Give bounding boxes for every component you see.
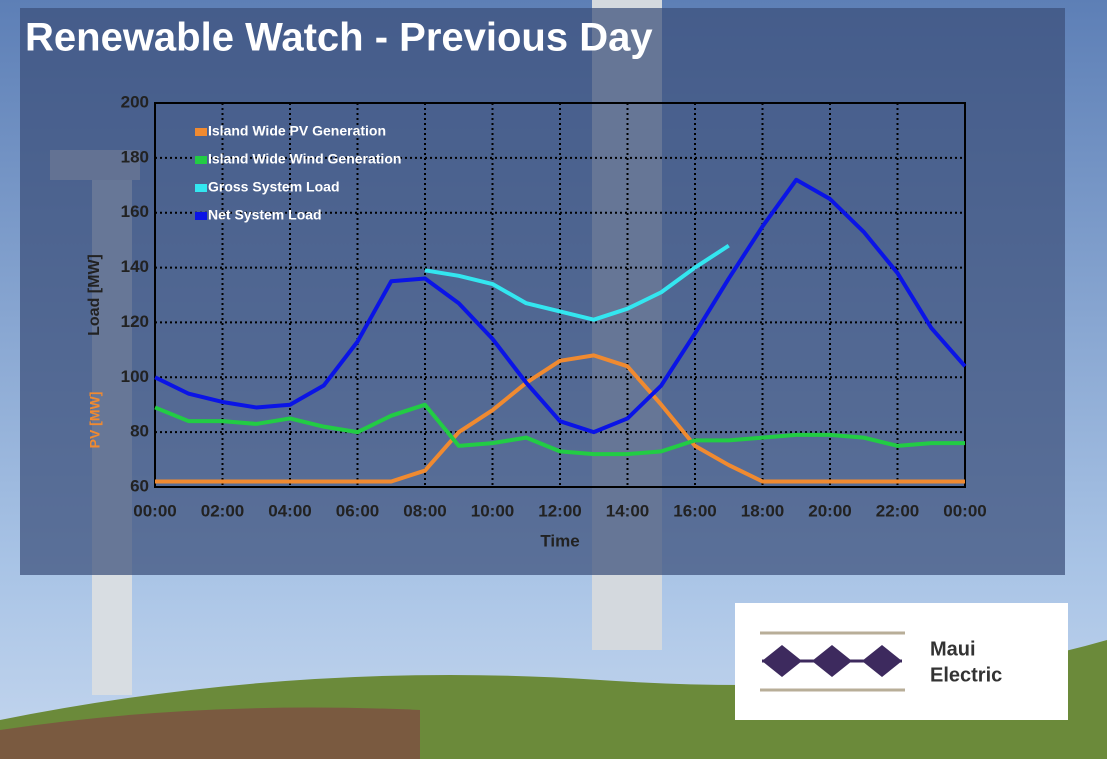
chart-title: Renewable Watch - Previous Day bbox=[25, 16, 653, 60]
y-tick-label: 60 bbox=[130, 476, 149, 495]
y-tick-label: 100 bbox=[121, 367, 149, 386]
logo-text: Maui bbox=[930, 638, 976, 660]
y-tick-label: 160 bbox=[121, 202, 149, 221]
x-tick-label: 04:00 bbox=[268, 501, 311, 520]
x-tick-label: 16:00 bbox=[673, 501, 716, 520]
x-tick-label: 08:00 bbox=[403, 501, 446, 520]
legend-label: Island Wide PV Generation bbox=[208, 123, 386, 139]
x-tick-label: 20:00 bbox=[808, 501, 851, 520]
x-tick-label: 00:00 bbox=[133, 501, 176, 520]
legend-swatch bbox=[195, 128, 207, 136]
y-tick-label: 120 bbox=[121, 312, 149, 331]
y-axis-label: Load [MW] bbox=[86, 254, 103, 336]
y-tick-label: 80 bbox=[130, 422, 149, 441]
series-line bbox=[155, 353, 965, 484]
x-tick-label: 14:00 bbox=[606, 501, 649, 520]
x-tick-label: 12:00 bbox=[538, 501, 581, 520]
series-line bbox=[154, 402, 965, 457]
series-line bbox=[154, 177, 967, 435]
legend-label: Island Wide Wind Generation bbox=[208, 151, 401, 167]
series-line bbox=[424, 243, 730, 322]
y-tick-label: 140 bbox=[121, 257, 149, 276]
y-tick-label: 180 bbox=[121, 147, 149, 166]
logo-text: Electric bbox=[930, 664, 1002, 686]
legend-label: Gross System Load bbox=[208, 179, 340, 195]
legend-swatch bbox=[195, 156, 207, 164]
x-tick-label: 00:00 bbox=[943, 501, 986, 520]
x-tick-label: 10:00 bbox=[471, 501, 514, 520]
logo-mark bbox=[760, 631, 905, 692]
legend-label: Net System Load bbox=[208, 207, 322, 223]
legend-swatch bbox=[195, 212, 207, 220]
y-tick-label: 200 bbox=[121, 92, 149, 111]
road bbox=[0, 707, 420, 759]
legend-swatch bbox=[195, 184, 207, 192]
y2-axis-label: PV [MW] bbox=[87, 392, 103, 449]
x-tick-label: 18:00 bbox=[741, 501, 784, 520]
x-axis-label: Time bbox=[540, 531, 579, 550]
x-tick-label: 06:00 bbox=[336, 501, 379, 520]
x-tick-label: 02:00 bbox=[201, 501, 244, 520]
x-tick-label: 22:00 bbox=[876, 501, 919, 520]
